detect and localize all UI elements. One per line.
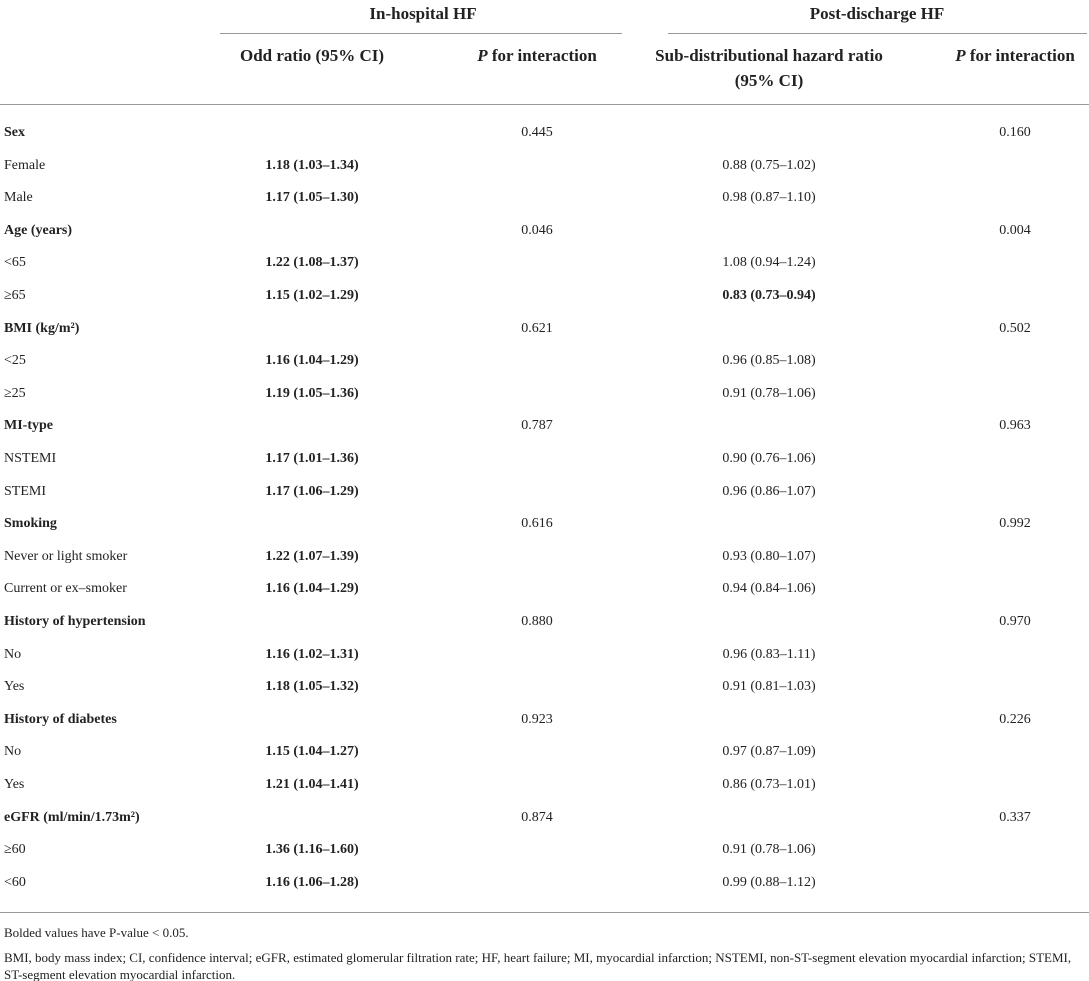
column-header: P for interaction — [477, 46, 597, 65]
odds-ratio: 1.16 (1.02–1.31) — [265, 646, 359, 662]
odds-ratio: 1.17 (1.01–1.36) — [265, 451, 359, 466]
p-value: 0.880 — [521, 614, 553, 629]
row-label: Yes — [4, 679, 25, 695]
hazard-ratio: 0.98 (0.87–1.10) — [722, 190, 816, 206]
row-label: ≥65 — [4, 288, 26, 303]
p-value: 0.963 — [999, 418, 1031, 434]
hazard-ratio: 0.96 (0.83–1.11) — [722, 646, 816, 662]
p-value: 0.787 — [521, 418, 553, 434]
column-header: Odd ratio (95% CI) — [239, 46, 385, 65]
hazard-ratio: 0.91 (0.78–1.06) — [722, 842, 816, 858]
rule — [668, 33, 1087, 34]
odds-ratio: 1.17 (1.06–1.29) — [265, 483, 359, 499]
column-header: P for interaction — [955, 46, 1075, 65]
row-label: <65 — [4, 255, 26, 271]
hazard-ratio: 0.86 (0.73–1.01) — [722, 777, 816, 792]
row-label: NSTEMI — [4, 451, 57, 466]
odds-ratio: 1.15 (1.02–1.29) — [265, 288, 359, 303]
p-value: 0.923 — [521, 711, 553, 727]
hazard-ratio: 0.90 (0.76–1.06) — [722, 451, 816, 466]
hazard-ratio: 0.96 (0.85–1.08) — [722, 353, 816, 369]
hazard-ratio: 0.94 (0.84–1.06) — [722, 581, 816, 597]
p-value: 0.046 — [521, 222, 553, 238]
group-label: History of hypertension — [4, 614, 146, 629]
row-label: <25 — [4, 353, 26, 369]
group-label: BMI (kg/m²) — [4, 320, 80, 336]
p-value: 0.616 — [521, 516, 553, 532]
hazard-ratio: 0.88 (0.75–1.02) — [722, 157, 816, 173]
row-label: No — [4, 646, 22, 662]
row-label: No — [4, 744, 22, 760]
group-header: Post-discharge HF — [809, 4, 945, 23]
row-label: Female — [4, 157, 46, 173]
hazard-ratio: 0.99 (0.88–1.12) — [722, 874, 816, 890]
group-label: Age (years) — [4, 222, 73, 238]
rule — [0, 912, 1089, 913]
p-value: 0.337 — [999, 809, 1031, 825]
hazard-ratio: 0.91 (0.81–1.03) — [722, 679, 816, 695]
column-header: Sub-distributional hazard ratio (95% CI) — [655, 46, 883, 90]
group-label: eGFR (ml/min/1.73m²) — [4, 809, 140, 825]
p-value: 0.874 — [521, 809, 553, 825]
odds-ratio: 1.17 (1.05–1.30) — [265, 190, 359, 206]
p-value: 0.992 — [999, 516, 1031, 532]
hazard-ratio: 0.96 (0.86–1.07) — [722, 483, 816, 499]
row-label: ≥60 — [4, 842, 26, 858]
p-value: 0.445 — [521, 125, 553, 140]
row-label: ≥25 — [4, 385, 26, 401]
odds-ratio: 1.16 (1.04–1.29) — [265, 353, 359, 369]
p-value: 0.004 — [999, 222, 1031, 238]
rule — [220, 33, 622, 34]
odds-ratio: 1.15 (1.04–1.27) — [265, 744, 359, 760]
footnote: Bolded values have P-value < 0.05. — [4, 925, 189, 940]
hazard-ratio: 0.91 (0.78–1.06) — [722, 385, 816, 401]
p-value: 0.970 — [999, 614, 1031, 629]
row-label: Never or light smoker — [4, 548, 128, 564]
p-value: 0.160 — [999, 125, 1031, 140]
p-value: 0.621 — [521, 320, 553, 336]
group-header: In-hospital HF — [369, 4, 477, 23]
odds-ratio: 1.19 (1.05–1.36) — [265, 385, 359, 401]
footnote: BMI, body mass index; CI, confidence int… — [4, 950, 1072, 981]
odds-ratio: 1.22 (1.08–1.37) — [265, 255, 359, 271]
p-value: 0.226 — [999, 711, 1031, 727]
odds-ratio: 1.36 (1.16–1.60) — [265, 842, 359, 858]
group-label: Sex — [4, 125, 25, 140]
group-label: Smoking — [4, 516, 57, 532]
hazard-ratio: 1.08 (0.94–1.24) — [722, 255, 816, 271]
group-label: History of diabetes — [4, 711, 117, 727]
odds-ratio: 1.18 (1.03–1.34) — [265, 157, 359, 173]
hazard-ratio: 0.83 (0.73–0.94) — [722, 288, 816, 303]
odds-ratio: 1.21 (1.04–1.41) — [265, 777, 359, 792]
odds-ratio: 1.16 (1.04–1.29) — [265, 581, 359, 597]
p-value: 0.502 — [999, 320, 1031, 336]
hazard-ratio: 0.97 (0.87–1.09) — [722, 744, 816, 760]
odds-ratio: 1.18 (1.05–1.32) — [265, 679, 359, 695]
row-label: Current or ex–smoker — [4, 581, 127, 597]
row-label: Male — [4, 190, 33, 206]
odds-ratio: 1.22 (1.07–1.39) — [265, 548, 359, 564]
row-label: Yes — [4, 777, 25, 792]
hazard-ratio: 0.93 (0.80–1.07) — [722, 548, 816, 564]
rule — [0, 104, 1089, 105]
row-label: STEMI — [4, 483, 46, 499]
odds-ratio: 1.16 (1.06–1.28) — [265, 874, 359, 890]
group-label: MI-type — [4, 418, 53, 434]
row-label: <60 — [4, 874, 26, 890]
